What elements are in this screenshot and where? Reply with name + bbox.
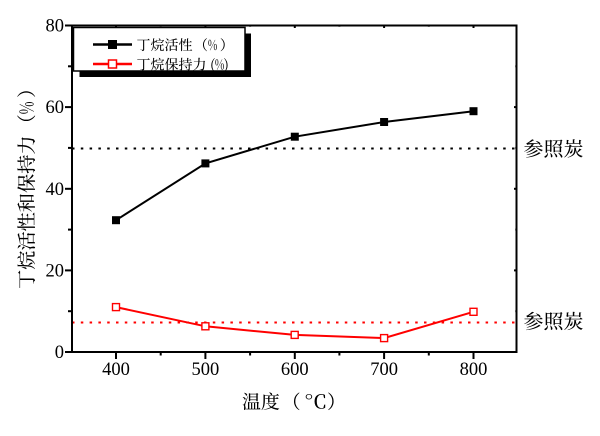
svg-text:500: 500: [192, 360, 220, 380]
svg-text:800: 800: [460, 360, 488, 380]
svg-text:40: 40: [46, 180, 65, 200]
svg-text:20: 20: [46, 261, 65, 281]
svg-text:80: 80: [46, 17, 65, 37]
svg-text:700: 700: [370, 360, 398, 380]
svg-text:0: 0: [55, 343, 64, 363]
svg-text:600: 600: [281, 360, 309, 380]
svg-text:60: 60: [46, 98, 65, 118]
svg-text:400: 400: [102, 360, 130, 380]
